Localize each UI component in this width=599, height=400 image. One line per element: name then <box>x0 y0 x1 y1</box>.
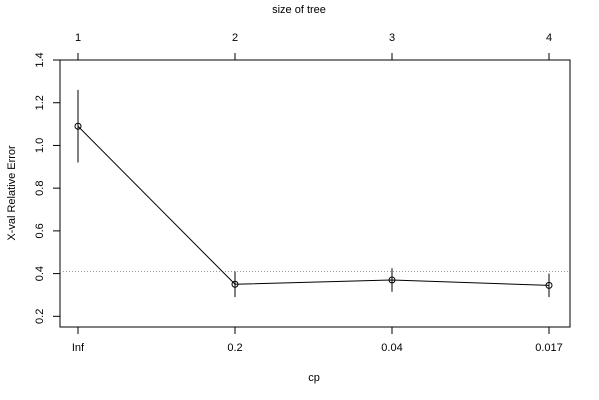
top-tick-label: 2 <box>232 32 238 44</box>
y-tick-label: 0.4 <box>34 266 46 281</box>
y-tick-label: 0.6 <box>34 223 46 238</box>
y-tick-label: 0.8 <box>34 181 46 196</box>
y-tick-label: 0.2 <box>34 309 46 324</box>
y-tick-label: 1.4 <box>34 52 46 67</box>
x-axis-title: cp <box>308 372 320 384</box>
top-tick-label: 4 <box>546 32 552 44</box>
point <box>231 280 239 288</box>
point <box>388 276 396 284</box>
y-tick-label: 1.0 <box>34 138 46 153</box>
top-axis-title: size of tree <box>272 4 326 16</box>
plot-box <box>59 59 571 328</box>
x-tick-label: 0.2 <box>227 342 242 354</box>
point <box>74 122 82 130</box>
line <box>77 125 550 286</box>
y-axis-title: X-val Relative Error <box>6 145 18 241</box>
x-tick-label: 0.04 <box>381 342 402 354</box>
top-tick-label: 3 <box>389 32 395 44</box>
point <box>545 281 553 289</box>
y-tick-label: 1.2 <box>34 95 46 110</box>
x-tick-label: Inf <box>72 342 85 354</box>
x-tick-label: 0.017 <box>535 342 563 354</box>
top-tick-label: 1 <box>75 32 81 44</box>
